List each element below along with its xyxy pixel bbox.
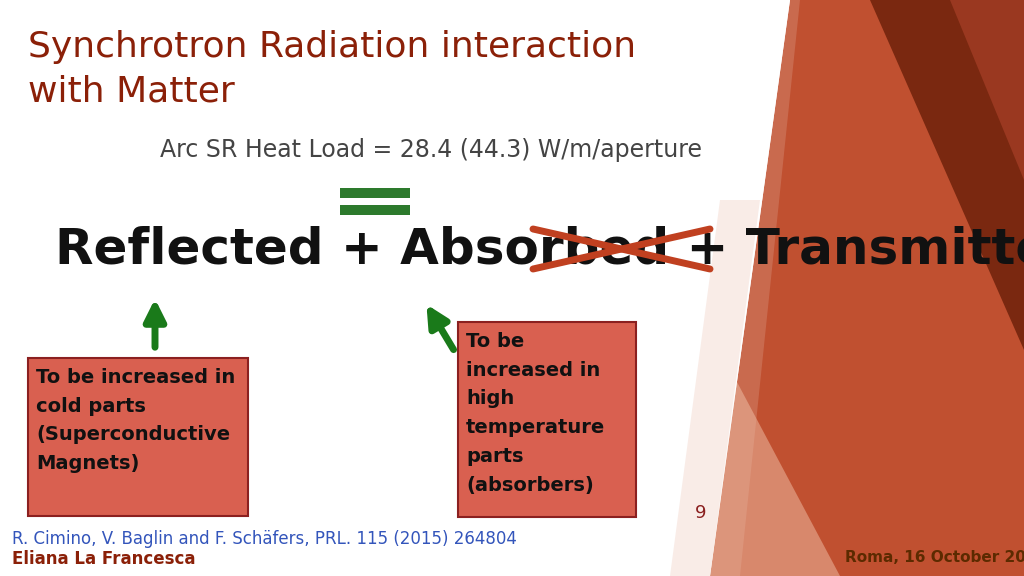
Text: Reflected + Absorbed + Transmitted: Reflected + Absorbed + Transmitted	[55, 225, 1024, 273]
FancyBboxPatch shape	[340, 205, 410, 215]
Text: To be
increased in
high
temperature
parts
(absorbers): To be increased in high temperature part…	[466, 332, 605, 495]
Text: Synchrotron Radiation interaction: Synchrotron Radiation interaction	[28, 30, 636, 64]
Polygon shape	[0, 0, 790, 576]
Polygon shape	[800, 0, 1024, 180]
Text: with Matter: with Matter	[28, 75, 234, 109]
FancyBboxPatch shape	[458, 322, 636, 517]
Text: R. Cimino, V. Baglin and F. Schäfers, PRL. 115 (2015) 264804: R. Cimino, V. Baglin and F. Schäfers, PR…	[12, 530, 517, 548]
Polygon shape	[870, 0, 1024, 350]
Text: Eliana La Francesca: Eliana La Francesca	[12, 550, 196, 568]
Text: Arc SR Heat Load = 28.4 (44.3) W/m/aperture: Arc SR Heat Load = 28.4 (44.3) W/m/apert…	[160, 138, 702, 162]
Text: 9: 9	[695, 504, 707, 522]
Polygon shape	[680, 0, 760, 576]
Polygon shape	[710, 350, 840, 576]
Polygon shape	[670, 200, 760, 576]
Polygon shape	[700, 0, 800, 576]
Text: Roma, 16 October 2017: Roma, 16 October 2017	[845, 550, 1024, 565]
Polygon shape	[710, 0, 1024, 576]
FancyBboxPatch shape	[340, 188, 410, 198]
FancyBboxPatch shape	[28, 358, 248, 516]
Text: To be increased in
cold parts
(Superconductive
Magnets): To be increased in cold parts (Supercond…	[36, 368, 236, 473]
